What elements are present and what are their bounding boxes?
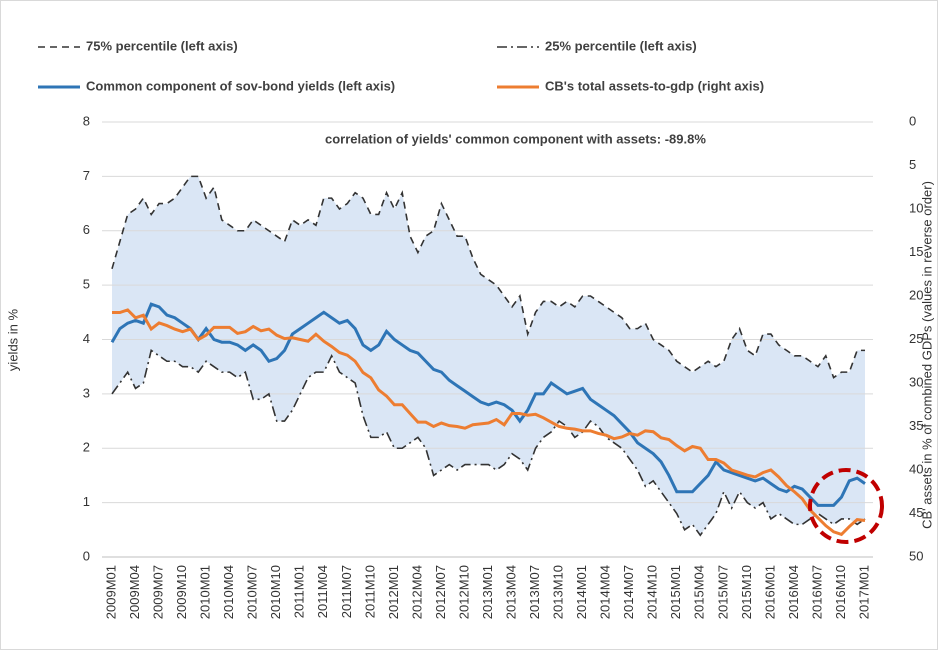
x-tick-label: 2016M04	[786, 565, 801, 619]
x-tick-label: 2016M07	[809, 565, 824, 619]
y-tick-label: 5	[83, 277, 90, 292]
x-tick-label: 2009M10	[174, 565, 189, 619]
x-tick-label: 2015M01	[668, 565, 683, 619]
series-line	[112, 308, 866, 537]
y2-tick-label: 50	[909, 548, 923, 563]
y2-tick-label: 45	[909, 505, 923, 520]
annotation: correlation of yields' common component …	[325, 131, 706, 146]
x-tick-label: 2011M07	[339, 565, 354, 618]
y2-axis-label: CB' assets in % of combined GDPs (values…	[919, 181, 934, 529]
x-tick-label: 2013M10	[551, 565, 566, 619]
y-tick-label: 0	[83, 548, 90, 563]
legend-label: 25% percentile (left axis)	[545, 38, 697, 53]
y2-tick-label: 20	[909, 287, 923, 302]
x-tick-label: 2010M04	[221, 565, 236, 619]
y2-tick-label: 25	[909, 331, 923, 346]
x-tick-label: 2014M04	[598, 565, 613, 619]
x-tick-label: 2013M07	[527, 565, 542, 619]
y-tick-label: 7	[83, 168, 90, 183]
x-tick-label: 2012M07	[433, 565, 448, 619]
x-tick-label: 2013M04	[503, 565, 518, 619]
y2-tick-label: 40	[909, 461, 923, 476]
y2-tick-label: 30	[909, 374, 923, 389]
x-tick-label: 2011M10	[362, 565, 377, 618]
x-tick-label: 2009M01	[103, 565, 118, 619]
x-tick-label: 2015M10	[739, 565, 754, 619]
x-tick-label: 2012M04	[409, 565, 424, 619]
y2-tick-label: 5	[909, 157, 916, 172]
x-tick-label: 2010M01	[198, 565, 213, 619]
y-tick-label: 6	[83, 222, 90, 237]
y-tick-label: 3	[83, 385, 90, 400]
y2-tick-label: 35	[909, 418, 923, 433]
series-line	[111, 175, 865, 379]
y-tick-label: 2	[83, 440, 90, 455]
x-tick-label: 2012M01	[386, 565, 401, 619]
y2-tick-label: 0	[909, 113, 916, 128]
x-tick-label: 2016M10	[833, 565, 848, 619]
series-line	[111, 349, 866, 537]
highlight-circle	[808, 468, 884, 544]
y-tick-label: 4	[83, 331, 90, 346]
x-tick-label: 2014M10	[645, 565, 660, 619]
x-tick-label: 2013M01	[480, 565, 495, 619]
legend-label: CB's total assets-to-gdp (right axis)	[545, 78, 764, 93]
x-tick-label: 2015M04	[692, 565, 707, 619]
y-tick-label: 8	[83, 113, 90, 128]
x-tick-label: 2009M07	[151, 565, 166, 619]
y-tick-label: 1	[83, 494, 90, 509]
x-tick-label: 2011M01	[292, 565, 307, 618]
legend-label: Common component of sov-bond yields (lef…	[86, 78, 395, 93]
y-axis-label: yields in %	[5, 308, 20, 371]
x-tick-label: 2015M07	[715, 565, 730, 619]
series-line	[110, 302, 866, 507]
x-tick-label: 2010M07	[245, 565, 260, 619]
x-tick-label: 2012M10	[456, 565, 471, 619]
x-tick-label: 2009M04	[127, 565, 142, 619]
x-tick-label: 2010M10	[268, 565, 283, 619]
legend-label: 75% percentile (left axis)	[86, 38, 238, 53]
y2-tick-label: 10	[909, 200, 923, 215]
x-tick-label: 2016M01	[762, 565, 777, 619]
x-tick-label: 2014M07	[621, 565, 636, 619]
x-tick-label: 2011M04	[315, 565, 330, 618]
x-tick-label: 2014M01	[574, 565, 589, 619]
y2-tick-label: 15	[909, 244, 923, 259]
x-tick-label: 2017M01	[856, 565, 871, 619]
